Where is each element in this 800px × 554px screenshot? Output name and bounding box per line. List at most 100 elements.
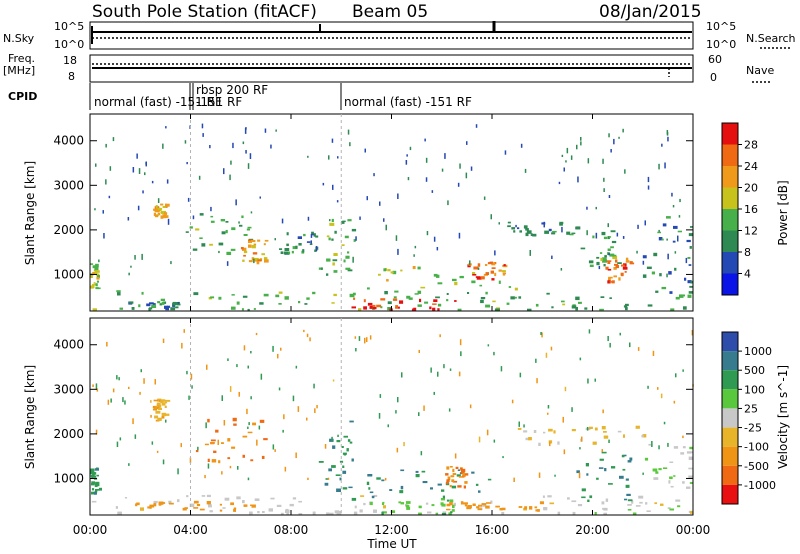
velocity-cell — [464, 473, 469, 476]
noise-strip: N.Sky 10^5 10^0 10^5 10^0 N.Search — [3, 20, 796, 51]
power-cell — [372, 307, 377, 310]
velocity-cell — [128, 386, 130, 389]
power-cell — [689, 246, 692, 249]
power-cell — [610, 246, 614, 249]
velocity-cell — [217, 439, 219, 445]
velocity-cell — [165, 419, 167, 423]
power-cell — [667, 136, 669, 142]
velocity-cell — [623, 434, 625, 438]
velocity-cell — [627, 499, 633, 502]
velocity-cell — [400, 485, 404, 490]
velocity-cell — [337, 434, 339, 437]
power-cell — [364, 148, 366, 153]
velocity-colorbar-tick-label: -25 — [744, 422, 762, 435]
velocity-cell — [430, 367, 432, 373]
velocity-cell — [98, 487, 102, 491]
power-cell — [192, 248, 198, 251]
power-cell — [491, 262, 496, 266]
velocity-cell — [399, 490, 404, 494]
velocity-cell — [384, 477, 387, 481]
power-cell — [291, 250, 294, 254]
velocity-cell — [646, 510, 651, 512]
velocity-cell — [91, 488, 95, 491]
velocity-cell — [189, 457, 192, 464]
velocity-cell — [210, 442, 215, 445]
power-cell — [302, 249, 305, 253]
velocity-cell — [579, 357, 582, 361]
power-cell — [400, 269, 403, 272]
power-cell — [248, 244, 252, 248]
velocity-cell — [224, 497, 230, 501]
power-cell — [503, 264, 506, 267]
power-cell — [446, 299, 449, 302]
x-tick-label: 12:00 — [374, 523, 409, 537]
power-cell — [239, 224, 243, 227]
velocity-cell — [161, 402, 166, 406]
power-cell — [369, 306, 373, 309]
velocity-cell — [283, 414, 285, 420]
velocity-cell — [645, 502, 648, 505]
power-cell — [624, 169, 626, 174]
power-y-axis: 1000 2000 3000 4000 — [53, 134, 693, 281]
velocity-cell — [182, 507, 187, 511]
velocity-cell — [562, 416, 564, 423]
velocity-cell — [280, 512, 284, 515]
velocity-colorbar-tick-label: -500 — [744, 460, 769, 473]
x-tick-label: 00:00 — [676, 523, 711, 537]
power-cell — [420, 286, 426, 289]
power-cell — [261, 253, 265, 256]
velocity-cell — [157, 417, 162, 421]
velocity-colorbar-block — [722, 465, 738, 485]
power-cell — [575, 307, 578, 311]
power-cell — [102, 210, 104, 214]
power-cell — [395, 305, 398, 309]
velocity-cell — [95, 489, 98, 493]
velocity-cell — [368, 487, 371, 490]
velocity-cell — [381, 502, 385, 505]
velocity-cell — [475, 483, 479, 486]
power-cell — [476, 276, 482, 280]
velocity-cell — [478, 436, 481, 443]
velocity-cell — [581, 496, 586, 499]
power-cell — [668, 271, 672, 275]
power-cell — [569, 233, 574, 236]
velocity-cell — [204, 475, 206, 479]
velocity-cell — [326, 512, 330, 515]
velocity-cell — [396, 447, 399, 453]
velocity-cell — [446, 479, 450, 482]
velocity-cell — [626, 493, 631, 496]
power-cell — [90, 275, 93, 278]
power-cell — [622, 128, 624, 133]
power-cell — [321, 267, 323, 270]
velocity-cell — [601, 451, 607, 454]
power-cell — [653, 252, 658, 257]
velocity-cell — [458, 371, 461, 377]
velocity-cell — [297, 406, 300, 412]
power-cell — [507, 221, 511, 224]
velocity-cell — [156, 406, 160, 410]
power-cell — [479, 284, 483, 287]
power-cell — [242, 259, 245, 262]
velocity-cell — [211, 459, 217, 463]
power-cell — [566, 231, 571, 235]
velocity-cell — [254, 498, 260, 501]
power-cell — [254, 257, 259, 261]
velocity-cell — [268, 508, 273, 512]
velocity-cell — [547, 495, 552, 498]
power-cell — [551, 255, 553, 259]
velocity-cell — [611, 466, 616, 469]
power-cell — [105, 143, 107, 148]
velocity-cell — [548, 428, 553, 432]
velocity-cell — [229, 386, 232, 392]
power-cell — [162, 206, 167, 208]
velocity-cell — [328, 468, 332, 472]
velocity-cell — [557, 441, 560, 445]
velocity-cell — [459, 339, 462, 346]
velocity-cell — [272, 444, 275, 450]
power-cell — [92, 308, 97, 311]
power-cell — [425, 177, 428, 182]
power-cell — [480, 276, 485, 280]
power-cell — [525, 228, 529, 231]
velocity-cell — [150, 400, 152, 403]
power-cell — [432, 307, 436, 311]
